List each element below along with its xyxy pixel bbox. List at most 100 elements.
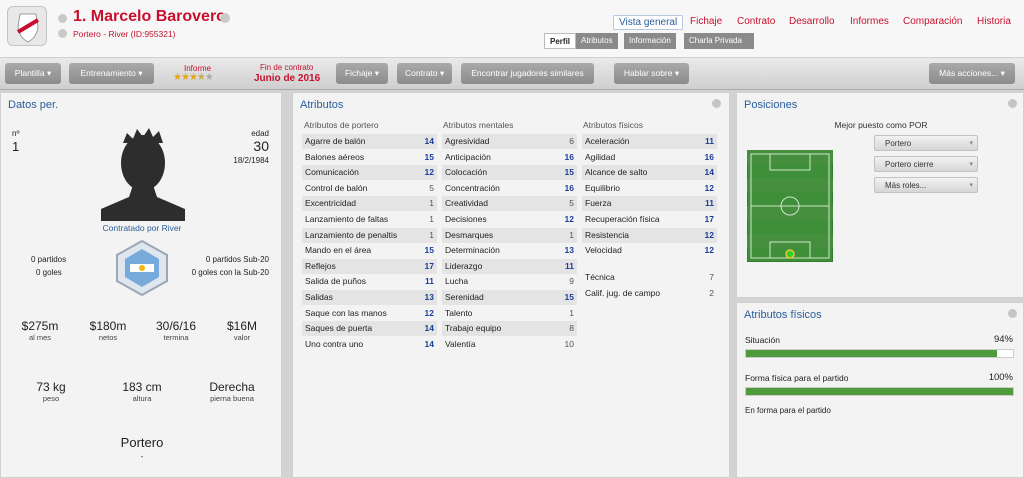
subnav-perfil[interactable]: Perfil	[544, 33, 577, 49]
attribute-row[interactable]: Saques de puerta 14	[302, 321, 437, 337]
club-goals: 0 goles	[36, 268, 62, 277]
attribute-name: Desmarques	[445, 229, 494, 240]
attribute-row[interactable]: Determinación 13	[442, 243, 577, 258]
panel-options-icon[interactable]	[712, 99, 721, 108]
position-option-portero-cierre[interactable]: Portero cierre ▾	[874, 156, 978, 172]
chevron-down-icon: ▾	[439, 68, 445, 78]
panel-options-icon[interactable]	[1008, 309, 1017, 318]
shirt-number: 1	[12, 139, 20, 154]
attribute-row[interactable]: Anticipación 16	[442, 150, 577, 165]
attribute-value: 14	[424, 338, 434, 349]
goalkeeper-position-marker	[785, 249, 795, 259]
attribute-row[interactable]: Decisiones 12	[442, 212, 577, 227]
attribute-row[interactable]: Resistencia 12	[582, 227, 717, 243]
star-half-icon: ★	[196, 72, 206, 83]
position-option-mas-roles[interactable]: Más roles... ▾	[874, 177, 978, 193]
attribute-row[interactable]: Excentricidad 1	[302, 196, 437, 212]
situacion-label: Situación	[745, 335, 780, 345]
attribute-row[interactable]: Equilibrio 12	[582, 181, 717, 196]
encontrar-similares-button[interactable]: Encontrar jugadores similares	[461, 63, 594, 84]
star-full-icon: ★	[188, 72, 198, 83]
attribute-row[interactable]: Serenidad 15	[442, 290, 577, 305]
attribute-name: Saque con las manos	[305, 307, 387, 318]
attribute-row[interactable]: Control de balón 5	[302, 181, 437, 196]
attribute-name: Salida de puños	[305, 276, 366, 287]
age-label: edad	[251, 129, 269, 138]
pitch-diagram	[747, 150, 833, 262]
attribute-value: 5	[569, 198, 574, 209]
attribute-name: Aceleración	[585, 136, 630, 146]
nav-informes[interactable]: Informes	[850, 16, 889, 27]
attribute-row[interactable]: Comunicación 12	[302, 165, 437, 181]
mas-acciones-button[interactable]: Más acciones... ▾	[929, 63, 1015, 84]
best-position-label: Mejor puesto como POR	[834, 120, 928, 130]
personal-title: Datos per.	[8, 99, 59, 111]
height-stat: 183 cm altura	[122, 380, 162, 403]
attribute-row[interactable]: Reflejos 17	[302, 258, 437, 274]
attribute-row[interactable]: Fuerza 11	[582, 196, 717, 212]
panel-options-icon[interactable]	[1008, 99, 1017, 108]
attribute-name: Reflejos	[305, 260, 336, 271]
age-value: 30	[253, 138, 269, 154]
sub20-goals: 0 goles con la Sub-20	[191, 268, 269, 277]
attribute-row[interactable]: Balones aéreos 15	[302, 150, 437, 165]
attribute-row[interactable]: Saque con las manos 12	[302, 306, 437, 321]
nav-desarrollo[interactable]: Desarrollo	[789, 16, 835, 27]
attribute-name: Trabajo equipo	[445, 323, 502, 334]
forma-bar	[745, 387, 1014, 396]
plantilla-button[interactable]: Plantilla ▾	[5, 63, 61, 84]
contrato-button[interactable]: Contrato ▾	[397, 63, 452, 84]
attribute-row[interactable]: Mando en el área 15	[302, 243, 437, 258]
attribute-name: Equilibrio	[585, 182, 620, 193]
nav-fichaje[interactable]: Fichaje	[690, 16, 723, 27]
attribute-row[interactable]: Aceleración 11	[582, 134, 717, 149]
informe-stars[interactable]: ★★★★★	[173, 72, 214, 83]
attribute-row[interactable]: Agilidad 16	[582, 150, 717, 165]
name-dropdown-icon[interactable]	[220, 13, 230, 23]
attribute-row[interactable]: Desmarques 1	[442, 227, 577, 243]
attribute-row[interactable]: Lucha 9	[442, 274, 577, 289]
chevron-down-icon: ▾	[1000, 68, 1005, 78]
entrenamiento-button[interactable]: Entrenamiento ▾	[69, 63, 154, 84]
fichaje-button[interactable]: Fichaje ▾	[336, 63, 388, 84]
attribute-row[interactable]: Agresividad 6	[442, 134, 577, 149]
attribute-row[interactable]: Salidas 13	[302, 290, 437, 305]
foot-stat: Derecha pierna buena	[209, 380, 255, 403]
favorite-icon[interactable]	[58, 14, 67, 23]
attribute-row[interactable]: Trabajo equipo 8	[442, 321, 577, 337]
nav-vista-general[interactable]: Vista general	[613, 15, 684, 30]
player-subtitle[interactable]: Portero - River (ID:955321)	[73, 29, 176, 39]
attribute-row[interactable]: Talento 1	[442, 306, 577, 321]
attribute-row[interactable]: Recuperación física 17	[582, 212, 717, 227]
attribute-name: Serenidad	[445, 292, 484, 302]
attribute-row[interactable]: Liderazgo 11	[442, 258, 577, 274]
attribute-value: 12	[424, 307, 434, 318]
nav-historia[interactable]: Historia	[977, 16, 1011, 27]
attribute-row[interactable]: Uno contra uno 14	[302, 337, 437, 352]
attribute-row[interactable]: Calif. jug. de campo 2	[582, 286, 717, 301]
attribute-row[interactable]: Concentración 16	[442, 181, 577, 196]
info-icon[interactable]	[58, 29, 67, 38]
attribute-row[interactable]: Lanzamiento de faltas 1	[302, 212, 437, 227]
attribute-value: 9	[569, 276, 574, 287]
attribute-row[interactable]: Lanzamiento de penaltis 1	[302, 227, 437, 243]
attribute-row[interactable]: Salida de puños 11	[302, 274, 437, 289]
contracted-by[interactable]: Contratado por River	[102, 223, 182, 233]
attribute-row[interactable]: Agarre de balón 14	[302, 134, 437, 149]
attribute-row[interactable]: Técnica 7	[582, 270, 717, 285]
subnav-atributos[interactable]: Atributos	[576, 33, 618, 49]
attribute-value: 1	[429, 214, 434, 224]
hablar-sobre-button[interactable]: Hablar sobre ▾	[614, 63, 689, 84]
gk-attributes-header: Atributos de portero	[304, 120, 379, 130]
attribute-row[interactable]: Creatividad 5	[442, 196, 577, 212]
nav-contrato[interactable]: Contrato	[737, 16, 776, 27]
subnav-charla-privada[interactable]: Charla Privada	[684, 33, 754, 49]
attribute-row[interactable]: Colocación 15	[442, 165, 577, 181]
position-option-portero[interactable]: Portero ▾	[874, 135, 978, 151]
attribute-row[interactable]: Alcance de salto 14	[582, 165, 717, 181]
attribute-row[interactable]: Valentía 10	[442, 337, 577, 352]
subnav-informacion[interactable]: Información	[624, 33, 676, 49]
attribute-name: Fuerza	[585, 198, 612, 209]
nav-comparacion[interactable]: Comparación	[903, 16, 963, 27]
attribute-row[interactable]: Velocidad 12	[582, 243, 717, 258]
